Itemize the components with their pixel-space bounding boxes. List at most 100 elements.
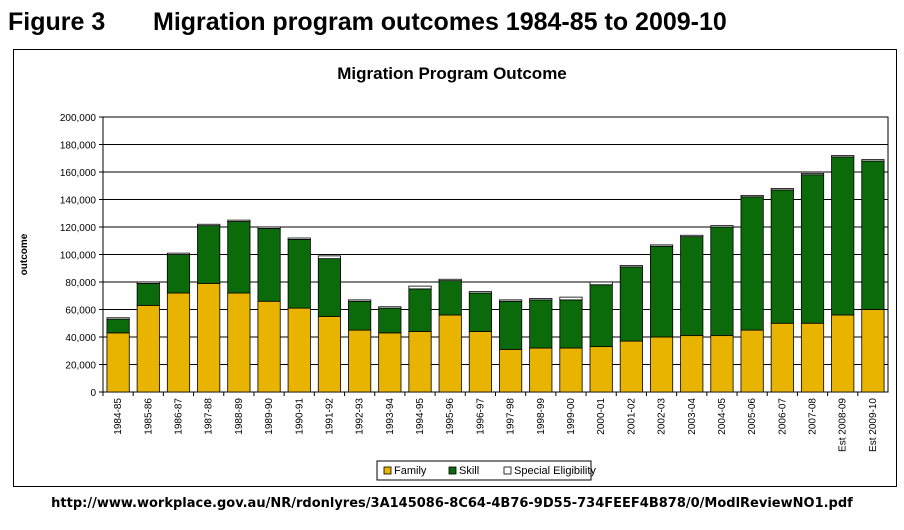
y-tick-label: 100,000 xyxy=(60,251,97,262)
legend-swatch-family xyxy=(383,466,392,475)
x-tick-label: 1986-87 xyxy=(173,398,184,435)
legend-swatch-special-eligibility xyxy=(503,466,512,475)
bar-family xyxy=(227,292,251,393)
bar-special-eligibility xyxy=(106,317,130,320)
bar-special-eligibility xyxy=(529,298,553,301)
bar-skill xyxy=(348,300,372,331)
bar-skill xyxy=(861,160,885,310)
x-tick-label: 2002-03 xyxy=(657,398,668,435)
y-tick-label: 120,000 xyxy=(60,223,97,234)
bar-special-eligibility xyxy=(649,244,674,247)
y-tick-label: 180,000 xyxy=(60,141,97,152)
bar-family xyxy=(861,309,885,393)
bar-special-eligibility xyxy=(408,285,432,290)
x-tick-label: 1996-97 xyxy=(475,398,486,435)
bar-family xyxy=(287,307,311,393)
bar-special-eligibility xyxy=(197,223,221,227)
figure-label: Figure 3 xyxy=(8,8,106,36)
bar-skill xyxy=(317,258,342,317)
x-tick-label: 1987-88 xyxy=(204,398,215,435)
bar-special-eligibility xyxy=(831,155,855,158)
bar-skill xyxy=(619,266,643,342)
bar-special-eligibility xyxy=(740,194,764,198)
bar-skill xyxy=(680,236,704,337)
x-tick-label: 1994-95 xyxy=(415,398,426,435)
bar-skill xyxy=(136,282,160,306)
bar-special-eligibility xyxy=(227,219,251,222)
bar-family xyxy=(468,331,492,393)
bar-special-eligibility xyxy=(136,281,160,284)
y-tick-label: 40,000 xyxy=(65,333,96,344)
bar-special-eligibility xyxy=(348,299,372,302)
bar-special-eligibility xyxy=(861,159,885,162)
y-tick-label: 60,000 xyxy=(65,306,96,317)
bar-special-eligibility xyxy=(166,252,191,255)
legend-label-special-eligibility: Special Eligibility xyxy=(514,465,596,477)
bar-special-eligibility xyxy=(438,278,462,282)
x-tick-label: 1997-98 xyxy=(506,398,517,435)
x-tick-label: 2003-04 xyxy=(687,398,698,435)
x-tick-label: 1999-00 xyxy=(566,398,577,435)
bar-family xyxy=(197,282,221,393)
x-tick-label: 1990-91 xyxy=(294,398,305,435)
bar-family xyxy=(529,347,553,393)
bar-skill xyxy=(227,221,251,294)
x-tick-label: 1992-93 xyxy=(355,398,366,435)
bar-family xyxy=(136,304,160,393)
bar-family xyxy=(589,346,613,393)
x-tick-label: 2006-07 xyxy=(777,398,788,435)
x-tick-label: Est 2008-09 xyxy=(838,398,849,452)
bar-skill xyxy=(589,284,613,348)
x-tick-label: 1991-92 xyxy=(324,398,335,435)
bar-family xyxy=(680,335,704,393)
bar-skill xyxy=(106,318,130,334)
bar-skill xyxy=(770,189,794,324)
chart-title: Migration Program Outcome xyxy=(337,64,567,83)
bar-skill xyxy=(438,280,462,316)
bar-special-eligibility xyxy=(559,296,583,301)
bar-skill xyxy=(408,288,432,332)
bar-family xyxy=(438,314,462,393)
bar-family xyxy=(408,331,432,393)
bar-skill xyxy=(257,227,281,302)
bar-family xyxy=(770,322,794,393)
bar-skill xyxy=(529,299,553,349)
bar-skill xyxy=(649,245,674,338)
bar-skill xyxy=(166,254,191,294)
y-axis-label: outcome xyxy=(19,233,30,275)
bar-skill xyxy=(378,307,402,334)
bar-family xyxy=(257,300,281,393)
x-tick-label: 1993-94 xyxy=(385,398,396,435)
bar-special-eligibility xyxy=(619,265,643,268)
bar-family xyxy=(106,332,130,393)
y-tick-label: 20,000 xyxy=(65,361,96,372)
bar-special-eligibility xyxy=(257,226,281,229)
bar-skill xyxy=(559,299,583,349)
bar-special-eligibility xyxy=(680,234,704,238)
bar-special-eligibility xyxy=(770,188,794,191)
bar-special-eligibility xyxy=(287,237,311,240)
bar-skill xyxy=(468,292,492,332)
bar-skill xyxy=(800,174,825,324)
bar-family xyxy=(559,347,583,393)
bar-special-eligibility xyxy=(317,255,342,260)
bar-skill xyxy=(499,300,523,350)
x-tick-label: 2004-05 xyxy=(717,398,728,435)
y-tick-label: 200,000 xyxy=(60,113,97,124)
bar-family xyxy=(831,314,855,393)
x-tick-label: 1984-85 xyxy=(113,398,124,435)
bar-special-eligibility xyxy=(589,281,613,286)
x-tick-label: 2005-06 xyxy=(747,398,758,435)
bar-skill xyxy=(197,225,221,284)
x-tick-label: 1998-99 xyxy=(536,398,547,435)
bar-skill xyxy=(287,238,311,309)
bar-family xyxy=(499,348,523,393)
y-tick-label: 0 xyxy=(90,388,96,399)
x-tick-label: 1985-86 xyxy=(143,398,154,435)
bar-family xyxy=(710,335,734,393)
x-tick-label: 2007-08 xyxy=(808,398,819,435)
y-tick-label: 160,000 xyxy=(60,168,97,179)
bar-family xyxy=(619,340,643,393)
bar-special-eligibility xyxy=(800,172,825,176)
bar-family xyxy=(378,332,402,393)
